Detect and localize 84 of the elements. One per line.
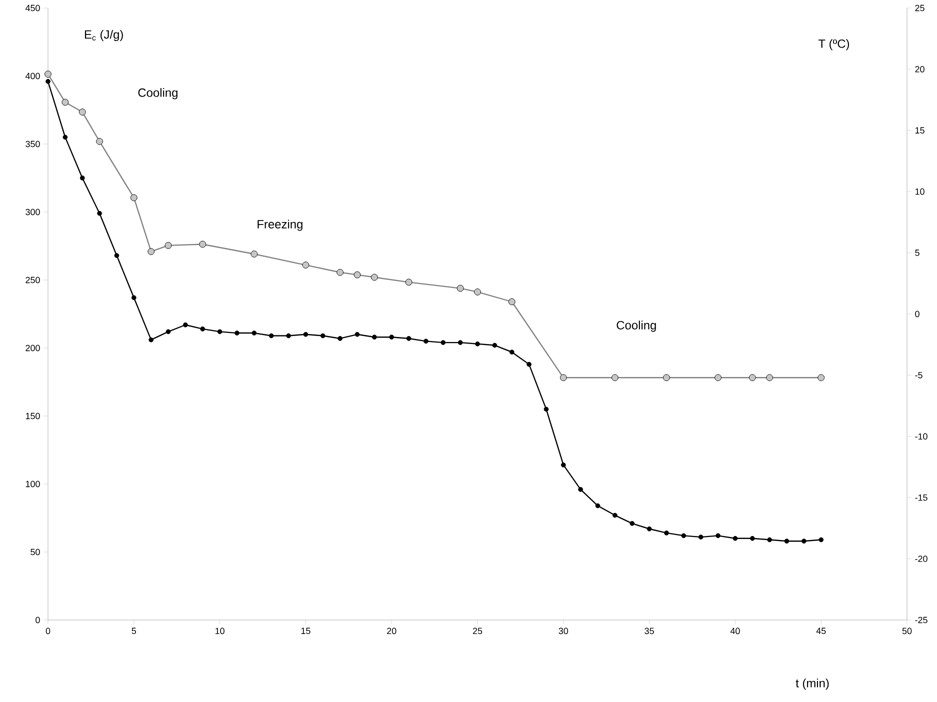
point (698, 534, 704, 540)
point (97, 210, 102, 216)
point (252, 330, 257, 336)
x-tick-label: 15 (301, 628, 310, 634)
point (595, 503, 600, 508)
x-axis-title: t (min) (796, 678, 829, 690)
x-tick-label: 30 (558, 628, 568, 634)
point (406, 336, 412, 341)
y-tick-label: 350 (26, 140, 40, 148)
point (183, 322, 188, 328)
x-tick-label: 50 (902, 628, 912, 634)
x-tick-label: 35 (644, 628, 654, 634)
point (801, 538, 806, 544)
point (166, 329, 171, 334)
y2-tick-label: -20 (915, 556, 928, 562)
point (424, 338, 428, 344)
point (286, 333, 291, 338)
y2-tick-label: 10 (915, 188, 924, 195)
point (62, 134, 68, 140)
y2-tick-label: -15 (915, 494, 928, 501)
point (131, 295, 136, 300)
point (544, 406, 549, 412)
y-tick-label: 0 (36, 616, 40, 624)
y-tick-label: 200 (26, 344, 40, 352)
x-tick-label: 10 (216, 628, 224, 634)
point (784, 538, 790, 544)
y2-tick-label: -5 (915, 372, 922, 378)
point (509, 350, 514, 355)
y-tick-label: 250 (26, 276, 40, 284)
annotation: Cooling (138, 88, 178, 100)
point (372, 334, 377, 340)
point (818, 537, 824, 542)
point (338, 336, 343, 341)
x-tick-label: 40 (730, 628, 740, 634)
point (440, 340, 446, 345)
point (148, 337, 154, 342)
y2-tick-label: 15 (915, 127, 924, 134)
x-tick-label: 20 (387, 628, 396, 634)
y2-tick-label: -25 (915, 616, 928, 624)
point (732, 536, 738, 541)
x-tick-label: 0 (46, 628, 50, 634)
y-tick-label: 400 (25, 72, 40, 80)
y2-tick-label: 5 (915, 250, 920, 256)
y-tick-label: 100 (26, 480, 40, 488)
annotation: Freezing (258, 220, 302, 231)
point (114, 253, 120, 258)
point (475, 341, 480, 346)
point (578, 486, 584, 492)
x-tick-label: 25 (472, 628, 482, 634)
point (664, 530, 669, 536)
point (646, 526, 652, 532)
y2-tick-label: 20 (915, 66, 924, 72)
y2-tick-label: 0 (915, 310, 920, 318)
y-tick-label: 50 (30, 548, 40, 556)
y2-tick-label: -10 (915, 433, 928, 440)
y-tick-label: 300 (26, 208, 40, 216)
point (234, 330, 240, 336)
point (767, 537, 772, 542)
point (80, 176, 85, 180)
y2-tick-label: 25 (915, 4, 924, 12)
point (492, 342, 498, 348)
point (320, 333, 326, 338)
point (46, 78, 50, 84)
point (612, 512, 618, 518)
point (303, 332, 308, 337)
point (526, 362, 532, 367)
point (630, 520, 635, 526)
point (217, 329, 222, 334)
point (681, 533, 686, 538)
y2-axis-title: T (ºC) (818, 39, 850, 50)
point (268, 333, 274, 338)
annotation: Cooling (616, 320, 656, 332)
x-tick-label: 45 (816, 628, 826, 634)
point (200, 326, 206, 332)
point (354, 332, 360, 337)
point (716, 533, 720, 538)
y-axis-title: E$_{c}$ (J/g) (84, 30, 123, 42)
x-tick-label: 5 (132, 628, 136, 634)
point (750, 536, 755, 541)
point (560, 462, 566, 468)
y-tick-label: 450 (25, 4, 40, 12)
y-tick-label: 150 (26, 412, 40, 420)
point (389, 334, 394, 340)
point (458, 340, 463, 345)
